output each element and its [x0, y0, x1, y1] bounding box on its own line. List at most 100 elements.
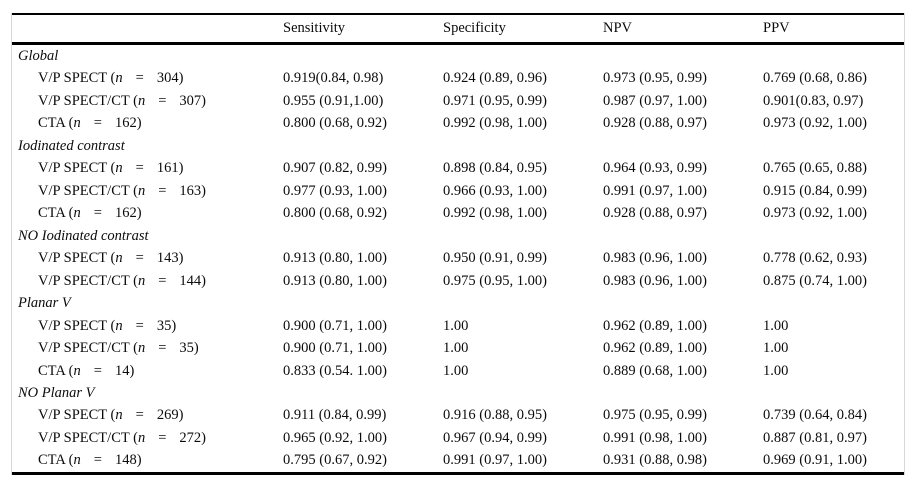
specificity-cell: 0.967 (0.94, 0.99) — [443, 429, 547, 446]
sample-size: 144 — [179, 272, 202, 289]
row-label: V/P SPECT (n = 143) — [11, 251, 283, 266]
close-paren: ) — [201, 182, 206, 199]
close-paren: ) — [201, 429, 206, 446]
row-label: V/P SPECT (n = 161) — [11, 161, 283, 176]
row-label: V/P SPECT (n = 269) — [11, 408, 283, 423]
npv-cell: 0.889 (0.68, 1.00) — [603, 362, 707, 379]
specificity-cell: 0.991 (0.97, 1.00) — [443, 452, 547, 469]
close-paren: ) — [193, 340, 199, 357]
n-symbol: n — [73, 205, 81, 222]
group-name: NO Planar V — [18, 385, 95, 402]
sensitivity-cell: 0.919(0.84, 0.98) — [283, 70, 384, 87]
row-label: V/P SPECT/CT (n = 144) — [11, 272, 283, 289]
table-row: CTA (n = 148) 0.795 (0.67, 0.92) 0.991 (0.97… — [11, 449, 905, 471]
equals-sign: = — [135, 317, 144, 334]
n-symbol: n — [115, 160, 123, 177]
group-name: NO Iodinated contrast — [18, 227, 149, 244]
sensitivity-cell: 0.907 (0.82, 0.99) — [283, 160, 387, 177]
close-paren: ) — [178, 160, 184, 177]
group-header-row: Planar V — [11, 292, 905, 314]
method-name: V/P SPECT/CT — [38, 272, 130, 289]
table-header-rule — [11, 42, 905, 45]
sample-size: 35 — [179, 340, 194, 357]
open-paren: ( — [133, 182, 138, 199]
equals-sign: = — [93, 362, 102, 379]
specificity-cell: 0.950 (0.91, 0.99) — [443, 250, 547, 267]
npv-cell: 0.931 (0.88, 0.98) — [603, 452, 707, 469]
close-paren: ) — [136, 115, 142, 132]
table-row: CTA (n = 14) 0.833 (0.54. 1.00) 1.00 0.889 (0… — [11, 360, 905, 382]
open-paren: ( — [68, 205, 74, 222]
ppv-cell: 1.00 — [763, 317, 789, 334]
close-paren: ) — [201, 92, 206, 109]
group-header-row: Global — [11, 45, 905, 67]
table-row: V/P SPECT (n = 269) 0.911 (0.84, 0.99) 0.916… — [11, 405, 905, 427]
sensitivity-cell: 0.911 (0.84, 0.99) — [283, 407, 387, 424]
specificity-cell: 0.992 (0.98, 1.00) — [443, 205, 547, 222]
specificity-cell: 1.00 — [443, 362, 469, 379]
ppv-cell: 1.00 — [763, 340, 789, 357]
sensitivity-cell: 0.913 (0.80, 1.00) — [283, 272, 387, 289]
open-paren: ( — [133, 340, 138, 357]
sensitivity-cell: 0.900 (0.71, 1.00) — [283, 317, 387, 334]
table-header-row: Sensitivity Specificity NPV PPV — [11, 15, 905, 42]
close-paren: ) — [136, 452, 142, 469]
specificity-cell: 0.992 (0.98, 1.00) — [443, 115, 547, 132]
n-symbol: n — [137, 92, 146, 109]
close-paren: ) — [178, 250, 184, 267]
equals-sign: = — [135, 70, 144, 87]
npv-cell: 0.991 (0.97, 1.00) — [603, 182, 707, 199]
table-row: V/P SPECT/CT (n = 163) 0.977 (0.93, 1.00) 0.… — [11, 180, 905, 202]
sample-size: 307 — [179, 92, 202, 109]
method-name: CTA — [38, 362, 66, 379]
open-paren: ( — [68, 115, 74, 132]
group-name: Planar V — [18, 295, 71, 312]
method-name: V/P SPECT/CT — [38, 429, 130, 446]
sample-size: 161 — [156, 160, 179, 177]
row-label: CTA (n = 162) — [11, 206, 283, 221]
method-name: V/P SPECT — [38, 317, 107, 334]
sample-size: 162 — [114, 115, 137, 132]
specificity-cell: 1.00 — [443, 317, 469, 334]
table-top-rule — [11, 13, 905, 15]
ppv-cell: 0.901(0.83, 0.97) — [763, 92, 864, 109]
n-symbol: n — [73, 362, 81, 379]
close-paren: ) — [178, 407, 184, 424]
open-paren: ( — [110, 250, 116, 267]
close-paren: ) — [129, 362, 135, 379]
npv-cell: 0.983 (0.96, 1.00) — [603, 272, 707, 289]
n-symbol: n — [115, 250, 123, 267]
n-symbol: n — [137, 429, 146, 446]
sensitivity-cell: 0.800 (0.68, 0.92) — [283, 115, 387, 132]
table-row: V/P SPECT (n = 35) 0.900 (0.71, 1.00) 1.00 0.… — [11, 315, 905, 337]
method-name: V/P SPECT — [38, 160, 107, 177]
row-label: V/P SPECT (n = 304) — [11, 71, 283, 86]
sample-size: 35 — [156, 317, 172, 334]
method-name: V/P SPECT — [38, 250, 107, 267]
npv-cell: 0.983 (0.96, 1.00) — [603, 250, 707, 267]
group-name: Iodinated contrast — [18, 137, 125, 154]
sensitivity-cell: 0.913 (0.80, 1.00) — [283, 250, 387, 267]
sensitivity-cell: 0.833 (0.54. 1.00) — [283, 362, 387, 379]
sample-size: 304 — [156, 70, 179, 87]
row-label: V/P SPECT/CT (n = 35) — [11, 341, 283, 356]
n-symbol: n — [73, 452, 81, 469]
method-name: V/P SPECT/CT — [38, 182, 130, 199]
open-paren: ( — [133, 429, 138, 446]
n-symbol: n — [115, 407, 123, 424]
method-name: V/P SPECT — [38, 407, 107, 424]
group-name: Global — [18, 47, 59, 64]
npv-cell: 0.962 (0.89, 1.00) — [603, 317, 707, 334]
equals-sign: = — [158, 429, 167, 446]
n-symbol: n — [115, 70, 123, 87]
npv-cell: 0.928 (0.88, 0.97) — [603, 115, 707, 132]
equals-sign: = — [135, 407, 144, 424]
sample-size: 162 — [114, 205, 137, 222]
n-symbol: n — [115, 317, 123, 334]
table-row: V/P SPECT (n = 304) 0.919(0.84, 0.98) 0.924 … — [11, 67, 905, 89]
table-row: CTA (n = 162) 0.800 (0.68, 0.92) 0.992 (0.98… — [11, 112, 905, 134]
sensitivity-cell: 0.955 (0.91,1.00) — [283, 92, 384, 109]
npv-cell: 0.987 (0.97, 1.00) — [603, 92, 707, 109]
row-label: V/P SPECT/CT (n = 272) — [11, 431, 283, 446]
